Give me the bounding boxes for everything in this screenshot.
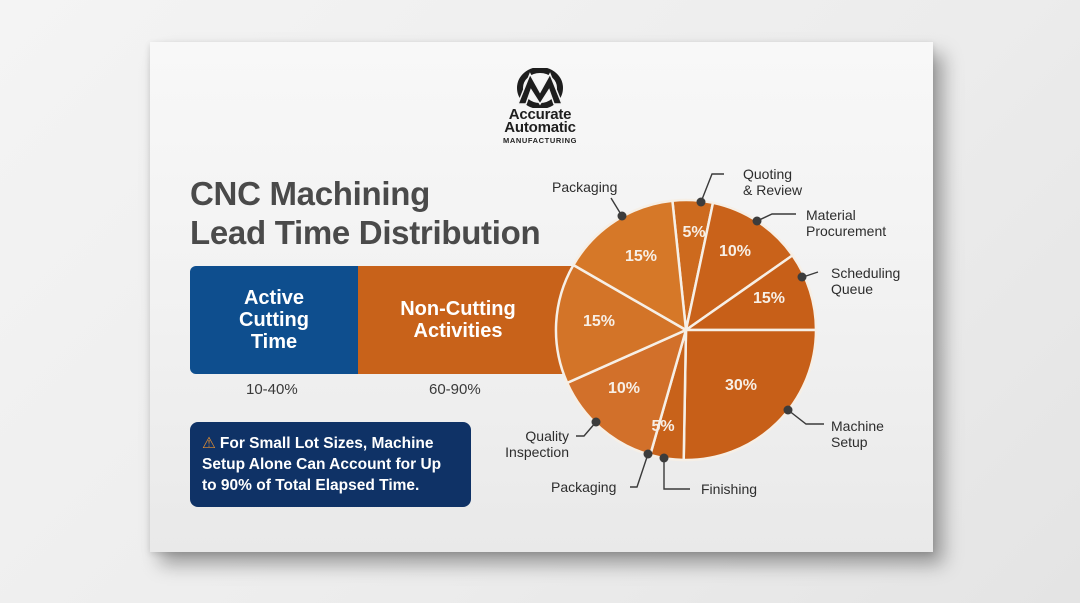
label-scheduling-line2: Queue: [831, 281, 874, 297]
label-machine-line2: Setup: [831, 434, 868, 450]
page-title: CNC Machining Lead Time Distribution: [190, 174, 541, 252]
logo-text-accurate: Accurate: [508, 106, 572, 123]
slice-machine-setup: [682, 328, 818, 462]
label-scheduling-queue: Scheduling Queue: [831, 265, 900, 297]
leader-dot-scheduling: [797, 272, 807, 282]
slice-packaging: [572, 199, 688, 332]
logo-text-automatic: Automatic: [504, 119, 576, 136]
leader-dot-packaging-bottom: [643, 449, 653, 459]
leader-dot-material: [752, 216, 762, 226]
logo-text-manufacturing: MANUFACTURING: [502, 136, 578, 145]
label-quoting-review: Quoting & Review: [743, 166, 802, 198]
title-line-1: CNC Machining: [190, 175, 430, 212]
leader-dot-quoting: [696, 197, 706, 207]
slice-value-finishing: 5%: [651, 418, 674, 435]
non-cutting-label-2: Activities: [413, 320, 503, 342]
title-line-2: Lead Time Distribution: [190, 214, 541, 251]
label-quoting-line2: & Review: [743, 182, 803, 198]
slice-value-scheduling: 15%: [753, 290, 785, 307]
label-material-line2: Procurement: [806, 223, 887, 239]
label-scheduling-line1: Scheduling: [831, 265, 901, 281]
slice-scheduling-queue: [684, 254, 818, 332]
label-packaging-bottom: Packaging: [551, 479, 617, 495]
active-label-1: Active: [243, 287, 304, 309]
logo-mark-icon: [516, 68, 564, 108]
label-machine-setup: Machine Setup: [831, 418, 884, 450]
label-finishing: Finishing: [701, 481, 758, 497]
non-cutting-percent: 60-90%: [429, 381, 481, 398]
label-quality-inspection: Quality Inspection: [498, 428, 569, 460]
active-label-2: Cutting: [239, 309, 309, 331]
company-logo: Accurate Automatic MANUFACTURING: [488, 68, 592, 145]
label-material-procurement: Material Procurement: [806, 207, 886, 239]
non-cutting-label-1: Non-Cutting: [400, 298, 516, 320]
slice-value-quality: 10%: [608, 380, 640, 397]
label-machine-line1: Machine: [831, 418, 884, 434]
active-cutting-percent: 10-40%: [246, 381, 298, 398]
warning-icon: ⚠: [202, 435, 216, 452]
label-material-line1: Material: [806, 207, 856, 223]
leader-dot-finishing: [659, 453, 669, 463]
slice-value-machine: 30%: [725, 377, 757, 394]
slice-value-packaging: 15%: [625, 248, 657, 265]
slice-value-quoting: 5%: [682, 224, 705, 241]
active-label-3: Time: [250, 331, 298, 353]
label-quoting-line1: Quoting: [743, 166, 793, 182]
leader-dot-packaging-top: [617, 211, 627, 221]
leader-dot-machine: [783, 405, 793, 415]
slice-value-left: 15%: [583, 313, 615, 330]
callout-text: For Small Lot Sizes, Machine Setup Alone…: [202, 435, 442, 494]
slice-value-material: 10%: [719, 243, 751, 260]
setup-warning-callout: ⚠ For Small Lot Sizes, Machine Setup Alon…: [190, 422, 471, 507]
active-cutting-bar: Active Cutting Time: [190, 266, 358, 374]
slice-unlabeled: [554, 263, 688, 385]
label-quality-line2: Inspection: [505, 444, 569, 460]
label-quality-line1: Quality: [525, 428, 569, 444]
non-cutting-bar: Non-Cutting Activities: [358, 266, 588, 374]
leader-dot-quality: [591, 417, 601, 427]
label-packaging-top: Packaging: [552, 179, 618, 195]
